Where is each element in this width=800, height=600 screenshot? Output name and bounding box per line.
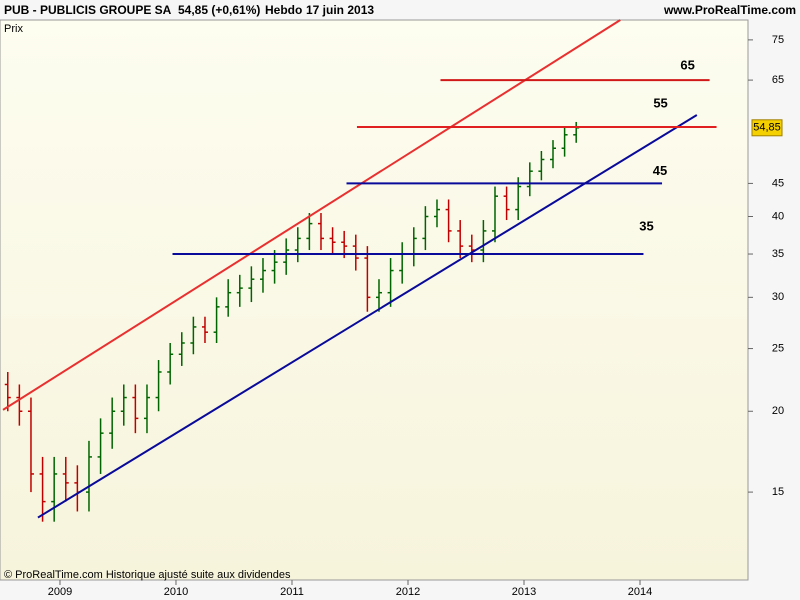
last-price-label: 54,85: [753, 122, 781, 134]
period: Hebdo: [265, 3, 302, 17]
level-label: 45: [653, 163, 667, 178]
y-tick-label: 40: [772, 210, 784, 222]
y-tick-label: 65: [772, 74, 784, 86]
y-axis-label: Prix: [4, 23, 23, 35]
y-tick-label: 20: [772, 405, 784, 417]
chart-title: PUB - PUBLICIS GROUPE SA: [4, 3, 172, 17]
x-tick-label: 2014: [628, 586, 652, 598]
x-tick-label: 2012: [396, 586, 420, 598]
date: 17 juin 2013: [306, 3, 374, 17]
y-tick-label: 45: [772, 177, 784, 189]
footnote: © ProRealTime.com Historique ajusté suit…: [4, 569, 291, 581]
y-tick-label: 30: [772, 291, 784, 303]
y-tick-label: 35: [772, 248, 784, 260]
source: www.ProRealTime.com: [663, 3, 796, 17]
price-change: 54,85 (+0,61%): [178, 3, 260, 17]
level-label: 65: [680, 58, 694, 73]
x-tick-label: 2013: [512, 586, 536, 598]
x-tick-label: 2009: [48, 586, 72, 598]
trend-line: [2, 19, 621, 411]
x-tick-label: 2010: [164, 586, 188, 598]
last-price-box: [751, 119, 783, 137]
x-tick-label: 2011: [280, 586, 304, 598]
y-tick-label: 25: [772, 342, 784, 354]
trend-line: [37, 114, 698, 519]
level-label: 55: [653, 95, 667, 110]
y-tick-label: 75: [772, 34, 784, 46]
y-tick-label: 15: [772, 486, 784, 498]
plot-area: [0, 19, 749, 581]
level-label: 35: [639, 218, 653, 233]
